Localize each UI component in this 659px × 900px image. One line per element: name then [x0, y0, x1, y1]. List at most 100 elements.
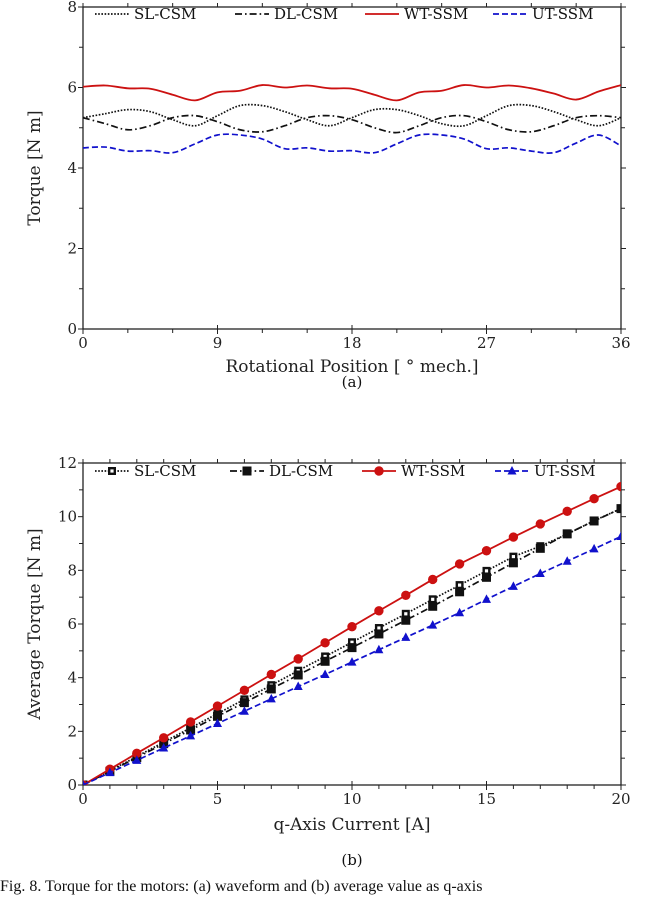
data-point	[293, 681, 303, 691]
data-point	[293, 654, 303, 664]
data-point	[481, 546, 492, 556]
y-tick-label: 10	[58, 508, 77, 526]
marker-inner	[377, 626, 381, 630]
y-tick-label: 2	[67, 722, 77, 740]
x-tick-label: 0	[78, 790, 88, 808]
data-point	[374, 624, 383, 633]
data-point	[374, 606, 384, 616]
data-point	[507, 466, 517, 475]
legend-item: SL-CSM	[95, 5, 196, 23]
series-sl-csm	[83, 103, 621, 128]
data-point	[455, 587, 465, 597]
ticks	[78, 459, 626, 790]
marker-inner	[404, 612, 408, 616]
data-point	[428, 574, 438, 585]
plot-frame	[82, 6, 622, 330]
data-point	[401, 609, 410, 618]
legend-label: UT-SSM	[532, 5, 593, 23]
y-tick-label: 0	[67, 320, 77, 338]
data-point	[428, 620, 438, 629]
data-point	[589, 493, 599, 504]
legend-label: WT-SSM	[401, 462, 465, 480]
series-ut-ssm	[83, 531, 621, 785]
y-tick-label: 8	[67, 0, 77, 16]
data-point	[348, 638, 356, 647]
data-point	[454, 559, 465, 569]
series-line	[83, 84, 621, 102]
legend-label: SL-CSM	[134, 5, 196, 23]
data-point	[508, 558, 518, 568]
data-point	[239, 685, 250, 695]
data-point	[239, 698, 249, 708]
data-point	[374, 466, 384, 476]
data-point	[455, 607, 465, 617]
data-point	[616, 481, 621, 492]
x-axis-title: Rotational Position [ ° mech.]	[225, 357, 478, 377]
data-point	[185, 717, 196, 727]
data-point	[347, 643, 357, 653]
chart-a: 0 9 18 27 36 0 2 4 6 8 Rotational Position [ ° mec…	[25, 0, 631, 391]
series-dl-csm	[83, 504, 621, 785]
data-point	[266, 684, 276, 694]
data-point	[320, 669, 330, 678]
data-point	[159, 733, 169, 743]
data-point	[213, 718, 222, 728]
series-line	[83, 133, 621, 154]
marker-inner	[110, 469, 114, 473]
y-tick-label: 4	[67, 669, 77, 687]
series-line	[83, 114, 621, 134]
x-tick-label: 20	[611, 790, 630, 808]
marker-inner	[458, 583, 462, 587]
x-tick-label: 0	[78, 334, 88, 352]
marker-inner	[350, 640, 354, 644]
data-point	[320, 656, 330, 666]
data-point	[108, 467, 116, 475]
y-tick-label: 4	[67, 159, 77, 177]
data-point	[535, 543, 545, 553]
series-dl-csm	[83, 114, 621, 134]
data-point	[159, 742, 169, 752]
data-point	[374, 644, 384, 654]
data-point	[266, 669, 276, 680]
data-point	[508, 581, 518, 590]
legend-item: DL-CSM	[230, 462, 333, 480]
x-tick-label: 9	[213, 334, 223, 352]
series-wt-ssm	[83, 84, 621, 102]
data-point	[401, 590, 411, 600]
marker-inner	[484, 569, 489, 573]
legend-item: WT-SSM	[365, 5, 468, 23]
data-point	[242, 466, 252, 476]
series-line	[83, 103, 621, 128]
legend: SL-CSM DL-CSM WT-SSM UT-SSM	[95, 5, 593, 23]
data-point	[320, 638, 330, 648]
legend-item: UT-SSM	[495, 462, 595, 480]
data-point	[589, 516, 599, 526]
legend-item: DL-CSM	[235, 5, 338, 23]
legend-label: DL-CSM	[274, 5, 338, 23]
legend-item: SL-CSM	[95, 462, 196, 480]
x-tick-label: 27	[477, 334, 496, 352]
x-axis-title: q-Axis Current [A]	[273, 815, 430, 835]
marker-inner	[511, 555, 515, 559]
data-point	[401, 632, 411, 641]
y-tick-label: 6	[67, 79, 77, 97]
series-ut-ssm	[83, 133, 621, 154]
legend-label: UT-SSM	[534, 462, 595, 480]
data-point	[239, 706, 249, 715]
data-point	[347, 657, 357, 666]
y-tick-label: 6	[67, 615, 77, 633]
data-point	[562, 529, 572, 539]
y-axis-title: Average Torque [N m]	[25, 528, 45, 720]
y-tick-label: 12	[58, 454, 77, 472]
data-point	[83, 780, 86, 785]
data-point	[535, 519, 545, 529]
data-point	[562, 506, 572, 516]
data-point	[562, 556, 572, 565]
subfigure-label: (a)	[342, 373, 363, 391]
data-point	[266, 693, 276, 703]
data-point	[535, 568, 545, 578]
data-point	[589, 543, 599, 553]
ticks	[78, 3, 626, 334]
legend-label: SL-CSM	[134, 462, 196, 480]
